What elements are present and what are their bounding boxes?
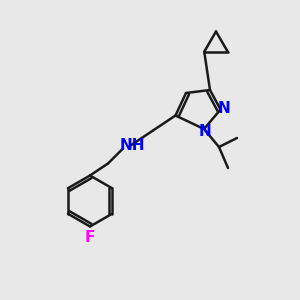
Text: N: N <box>199 124 212 140</box>
Text: N: N <box>218 100 230 116</box>
Text: F: F <box>85 230 95 245</box>
Text: NH: NH <box>119 138 145 153</box>
